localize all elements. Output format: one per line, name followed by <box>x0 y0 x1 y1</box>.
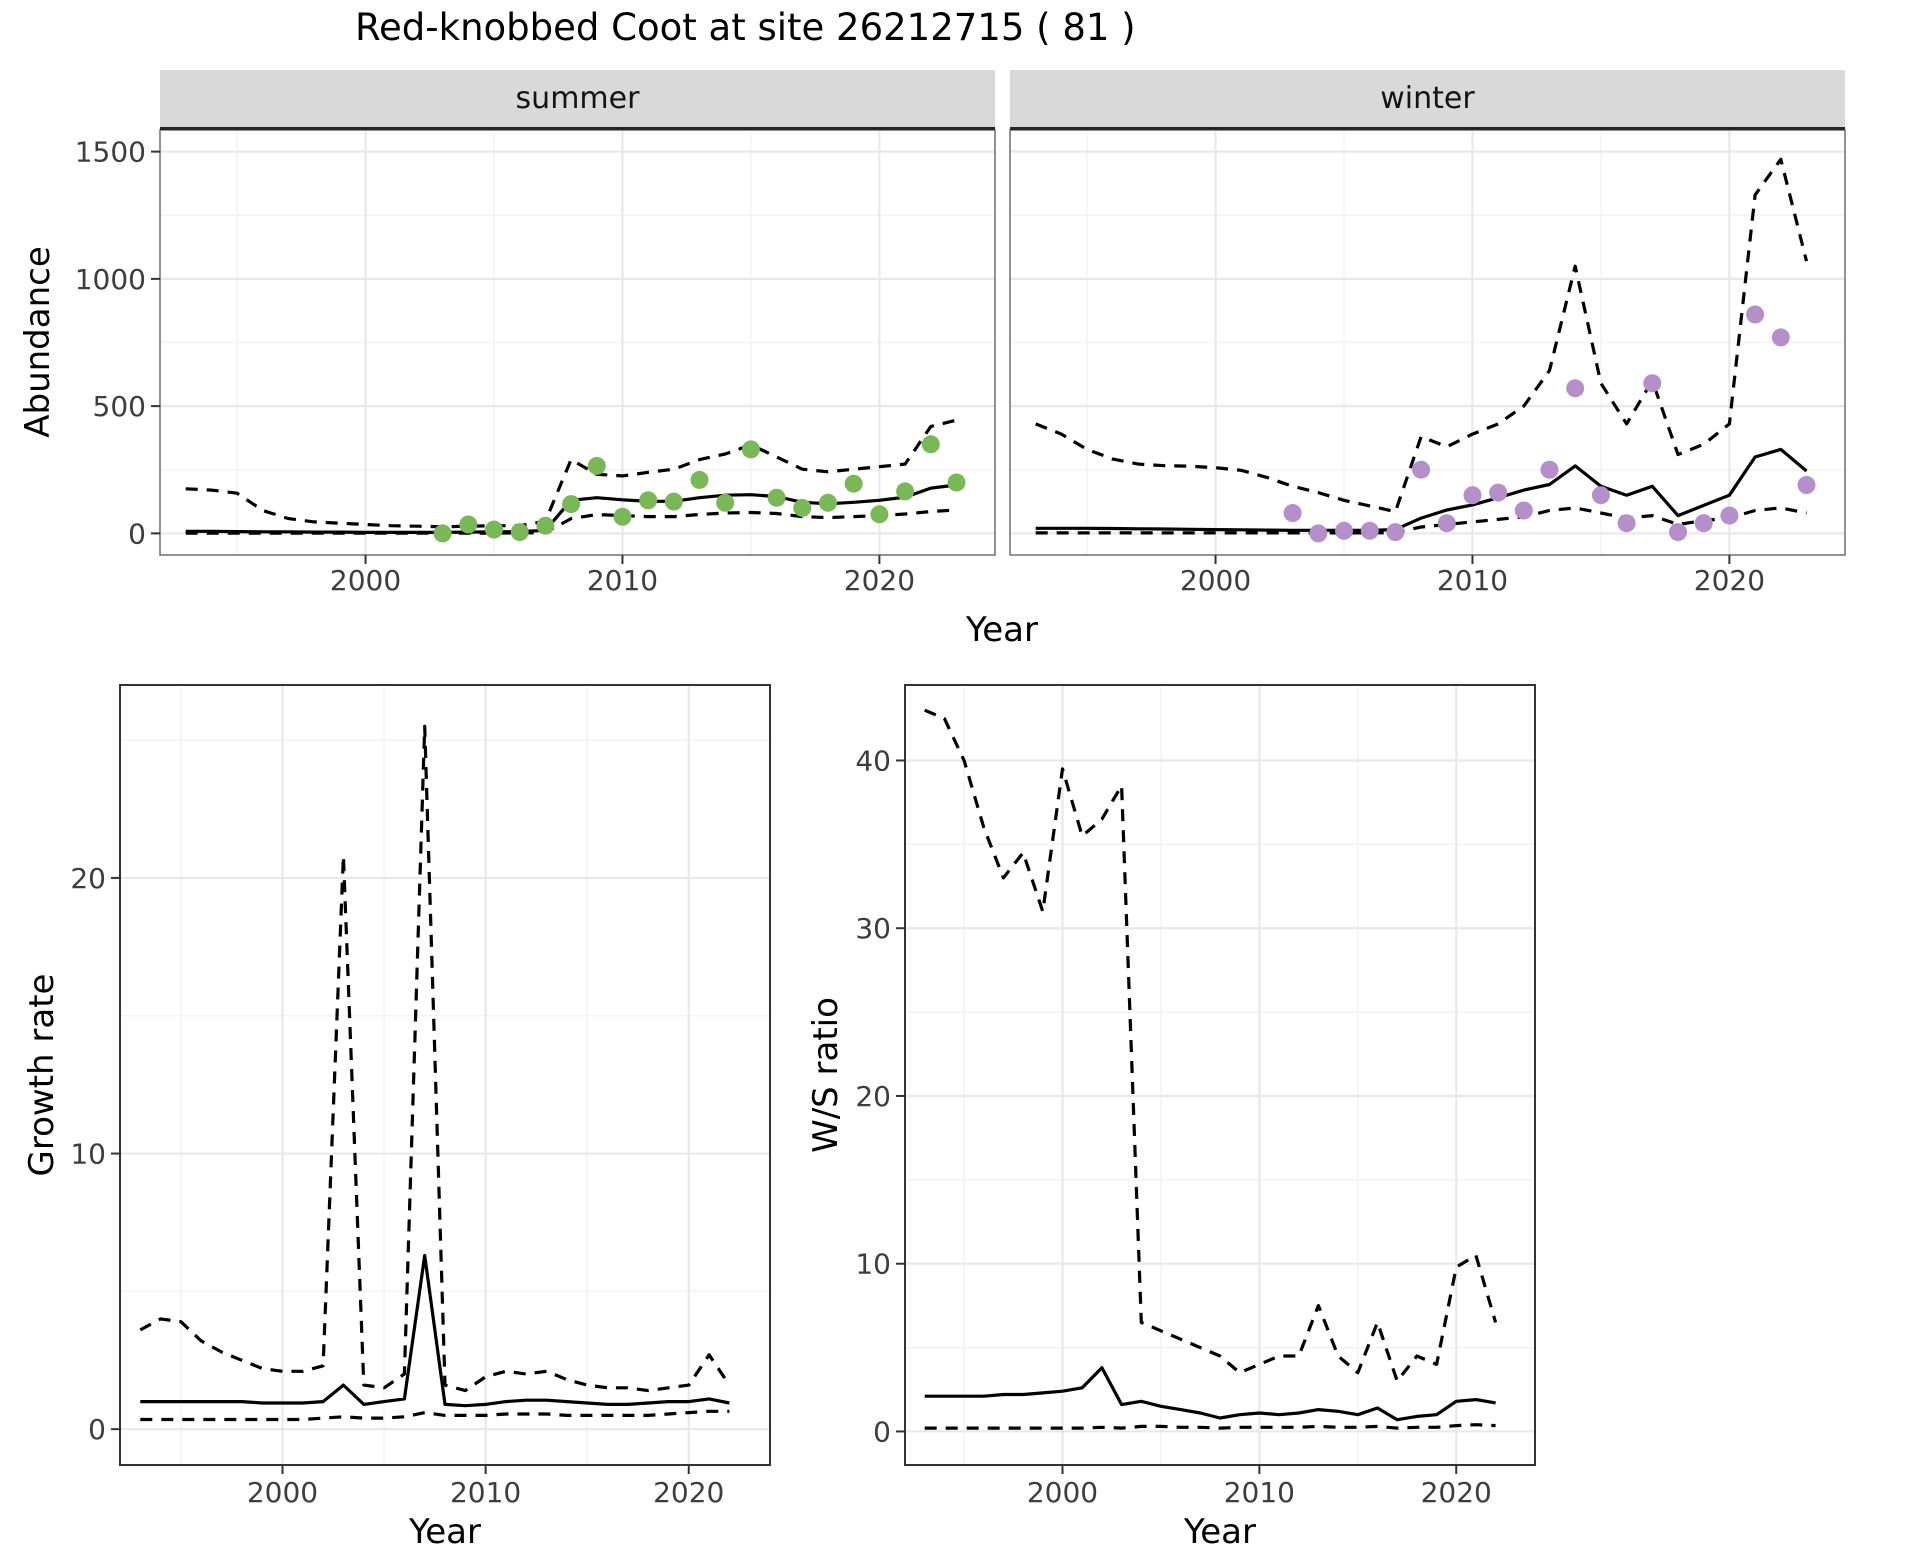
observed-point <box>1489 483 1508 502</box>
upper-ci-line <box>185 418 957 529</box>
x-axis-title-ws-ratio: Year <box>1184 1512 1256 1552</box>
observed-point <box>1386 523 1405 542</box>
x-axis-title-top: Year <box>966 610 1038 650</box>
observed-point <box>1771 328 1790 347</box>
observed-point <box>1643 374 1662 393</box>
observed-point <box>1335 521 1353 540</box>
panel-border <box>1009 129 1846 556</box>
y-tick-label: 20 <box>855 1080 891 1113</box>
fit-line <box>140 1253 730 1408</box>
observed-point <box>870 505 889 524</box>
observed-point <box>1720 506 1739 525</box>
observed-point <box>921 435 940 454</box>
y-axis-title-growth-rate: Growth rate <box>22 973 62 1177</box>
y-tick-label: 10 <box>70 1138 106 1171</box>
observed-point <box>1309 524 1328 543</box>
x-tick-label: 2000 <box>1027 1476 1098 1509</box>
observed-point <box>690 470 709 489</box>
y-tick-label: 1500 <box>75 136 146 169</box>
y-tick-label: 30 <box>855 912 891 945</box>
observed-point <box>562 495 581 514</box>
y-tick-label: 0 <box>873 1415 891 1448</box>
lower-ci-line <box>1035 506 1807 535</box>
observed-point <box>459 515 478 534</box>
observed-point <box>1283 504 1302 522</box>
panel-border <box>159 129 996 556</box>
upper-ci-line <box>139 724 731 1393</box>
panel-border <box>904 684 1536 1466</box>
observed-point <box>1514 501 1533 520</box>
x-tick-label: 2010 <box>450 1476 521 1509</box>
y-tick-label: 500 <box>93 390 146 423</box>
observed-point <box>613 507 632 526</box>
observed-point <box>1591 486 1610 505</box>
facet-strip-winter-label: winter <box>1380 81 1475 116</box>
y-tick-label: 0 <box>128 517 146 550</box>
observed-point <box>664 492 683 511</box>
observed-point <box>433 524 452 543</box>
x-tick-label: 2010 <box>1437 564 1508 597</box>
observed-point <box>1566 379 1585 398</box>
observed-point <box>1617 514 1636 533</box>
x-axis-title-growth-rate: Year <box>409 1512 481 1552</box>
y-axis-title-ws-ratio: W/S ratio <box>806 997 846 1153</box>
x-tick-label: 2000 <box>1180 564 1251 597</box>
observed-point <box>1797 476 1816 494</box>
panel-border <box>119 684 771 1466</box>
x-tick-label: 2010 <box>587 564 658 597</box>
x-tick-label: 2010 <box>1224 1476 1295 1509</box>
y-axis-title-abundance: Abundance <box>18 246 58 438</box>
observed-point <box>844 474 863 493</box>
x-tick-label: 2000 <box>247 1476 318 1509</box>
x-tick-label: 2020 <box>1421 1476 1492 1509</box>
observed-point <box>793 498 812 517</box>
observed-point <box>639 491 658 510</box>
x-tick-label: 2020 <box>844 564 915 597</box>
fit-line <box>924 1366 1496 1422</box>
observed-point <box>1746 305 1765 324</box>
observed-point <box>896 482 915 501</box>
observed-point <box>767 488 786 507</box>
y-tick-label: 1000 <box>75 263 146 296</box>
observed-point <box>1412 460 1431 479</box>
observed-point <box>819 493 837 512</box>
observed-point <box>1463 486 1482 505</box>
observed-point <box>947 473 966 492</box>
y-tick-label: 20 <box>70 862 106 895</box>
observed-point <box>1694 514 1713 533</box>
x-tick-label: 2020 <box>1694 564 1765 597</box>
observed-point <box>510 523 529 542</box>
observed-point <box>1437 514 1456 533</box>
observed-point <box>587 456 606 475</box>
observed-point <box>1360 521 1379 540</box>
y-tick-label: 10 <box>855 1248 891 1281</box>
y-tick-label: 0 <box>88 1413 106 1446</box>
y-tick-label: 40 <box>855 744 891 777</box>
observed-point <box>1669 523 1687 542</box>
facet-strip-summer-label: summer <box>515 81 640 116</box>
fit-line <box>1035 447 1808 532</box>
x-tick-label: 2000 <box>330 564 401 597</box>
facet-strip-summer: summer <box>160 70 995 130</box>
x-tick-label: 2020 <box>653 1476 724 1509</box>
observed-point <box>485 520 503 539</box>
upper-ci-line <box>924 708 1498 1383</box>
lower-ci-line <box>924 1423 1496 1430</box>
observed-point <box>741 440 760 459</box>
observed-point <box>1540 460 1559 479</box>
chart-title: Red-knobbed Coot at site 26212715 ( 81 ) <box>355 6 1136 49</box>
lower-ci-line <box>140 1409 730 1422</box>
upper-ci-line <box>1035 157 1809 514</box>
facet-strip-winter: winter <box>1010 70 1845 130</box>
observed-point <box>716 493 735 512</box>
panel-bg <box>905 685 1535 1465</box>
lower-ci-line <box>185 508 957 535</box>
observed-point <box>536 516 555 535</box>
